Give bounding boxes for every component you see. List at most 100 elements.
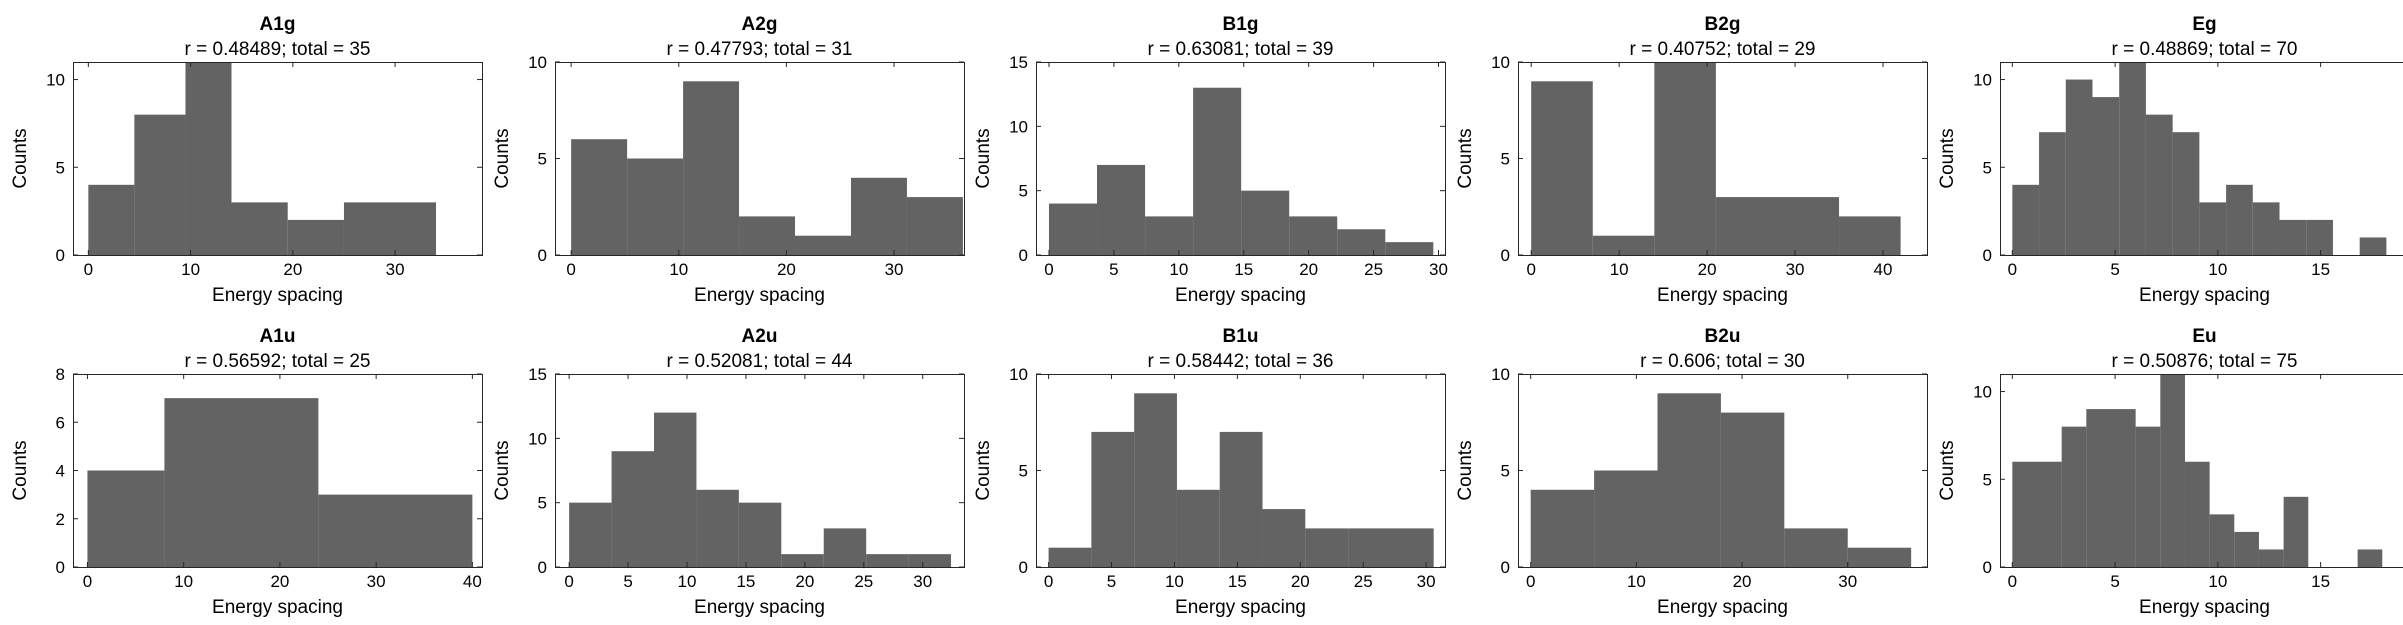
x-tick-label: 15 <box>1228 572 1247 591</box>
x-tick-label: 0 <box>566 260 575 279</box>
y-axis-label: Counts <box>1455 440 1476 500</box>
histogram-bar <box>185 62 232 255</box>
histogram-bar <box>1241 190 1290 255</box>
y-tick-label: 0 <box>1019 558 1028 577</box>
x-tick-label: 40 <box>463 572 482 591</box>
panel-title: Eu <box>2192 326 2216 347</box>
y-tick-label: 0 <box>1019 246 1028 265</box>
histogram-panel: 0 10 20 30 40 0 5 10 B2g r = 0.40752; total = 29 E… <box>1455 14 1928 306</box>
histogram-bar <box>2184 461 2210 567</box>
panel-subtitle: r = 0.63081; total = 39 <box>1148 39 1334 60</box>
histogram-bar <box>2252 202 2280 255</box>
x-tick-label: 0 <box>2008 260 2017 279</box>
x-tick-label: 15 <box>2311 572 2330 591</box>
x-tick-label: 0 <box>84 260 93 279</box>
histogram-bar <box>1530 489 1595 567</box>
x-tick-label: 25 <box>1364 260 1383 279</box>
histogram-bar <box>1657 393 1721 567</box>
y-tick-label: 5 <box>538 150 547 169</box>
y-tick-label: 4 <box>56 462 65 481</box>
y-axis-label: Counts <box>492 128 513 188</box>
panel-title: A1g <box>260 14 296 35</box>
x-tick-label: 30 <box>386 260 405 279</box>
histogram-bar <box>2012 461 2037 567</box>
histogram-bar <box>1592 235 1655 255</box>
y-tick-label: 0 <box>538 558 547 577</box>
panel-title: B2u <box>1705 326 1741 347</box>
histogram-bar <box>627 158 684 255</box>
y-tick-label: 5 <box>1019 182 1028 201</box>
histogram-bar <box>1784 528 1848 567</box>
panel-subtitle: r = 0.58442; total = 36 <box>1148 351 1334 372</box>
histogram-bar <box>2258 549 2284 567</box>
histogram-bar <box>569 502 612 567</box>
axes-frame <box>2000 374 2403 568</box>
x-axis-label: Energy spacing <box>1657 285 1788 306</box>
histogram-bar <box>683 81 740 255</box>
histogram-panel: 0 5 10 15 20 25 30 0 5 10 15 A2u r = 0.52081; total … <box>492 326 965 618</box>
panel-title: A1u <box>260 326 296 347</box>
x-tick-label: 30 <box>1838 572 1857 591</box>
histogram-bar <box>611 451 655 567</box>
x-tick-label: 5 <box>1109 260 1118 279</box>
histogram-bar <box>343 202 436 255</box>
histogram-bar <box>738 502 782 567</box>
histogram-panel: 0 10 20 30 0 5 10 A2g r = 0.47793; total = 31 Ene… <box>492 14 965 306</box>
x-tick-label: 30 <box>1786 260 1805 279</box>
y-tick-label: 15 <box>1009 53 1028 72</box>
histogram-panel: 0 5 10 15 0 5 10 Eg r = 0.48869; total = 70 Energ… <box>1937 14 2403 306</box>
x-axis-label: Energy spacing <box>1657 597 1788 618</box>
x-tick-label: 10 <box>2208 260 2227 279</box>
histogram-bar <box>2110 409 2136 567</box>
x-tick-label: 5 <box>623 572 632 591</box>
x-axis-label: Energy spacing <box>694 597 825 618</box>
histogram-bar <box>571 139 628 255</box>
histogram-bar <box>1654 62 1716 255</box>
histogram-bar <box>1219 431 1263 567</box>
histogram-bar <box>87 470 165 567</box>
y-tick-label: 5 <box>56 158 65 177</box>
x-tick-label: 20 <box>1733 572 1752 591</box>
histogram-bar <box>2061 426 2087 567</box>
histogram-panel: 0 10 20 30 0 5 10 B2u r = 0.606; total = 30 Energ… <box>1455 326 1928 618</box>
y-tick-label: 5 <box>1983 158 1992 177</box>
x-axis-label: Energy spacing <box>1175 597 1306 618</box>
histogram-bar <box>823 528 867 567</box>
y-tick-label: 0 <box>56 558 65 577</box>
histogram-bar <box>2209 514 2235 567</box>
panel-title: B2g <box>1705 14 1741 35</box>
y-tick-label: 5 <box>1983 470 1992 489</box>
y-tick-label: 5 <box>1501 150 1510 169</box>
histogram-bar <box>2119 62 2146 255</box>
x-tick-label: 40 <box>1874 260 1893 279</box>
histogram-bar <box>795 235 851 255</box>
y-axis-label: Counts <box>973 128 994 188</box>
x-tick-label: 20 <box>1698 260 1717 279</box>
histogram-bar <box>696 489 739 567</box>
histogram-bar <box>2359 237 2387 255</box>
histogram-bar <box>2226 184 2253 255</box>
histogram-bar <box>1348 528 1434 567</box>
histogram-bar <box>2036 461 2062 567</box>
x-tick-label: 20 <box>1299 260 1318 279</box>
y-axis-label: Counts <box>1937 128 1958 188</box>
histogram-panel: 0 10 20 30 40 0 2 4 6 8 A1u r = 0.56592; total = 25… <box>10 326 483 618</box>
histogram-bar <box>2234 531 2259 567</box>
x-tick-label: 0 <box>1526 260 1535 279</box>
x-tick-label: 10 <box>174 572 193 591</box>
axes-frame <box>2000 62 2403 256</box>
panel-title: B1u <box>1223 326 1259 347</box>
histogram-bar <box>1337 229 1386 255</box>
y-tick-label: 10 <box>1491 53 1510 72</box>
x-tick-label: 20 <box>777 260 796 279</box>
panel-subtitle: r = 0.56592; total = 25 <box>185 351 371 372</box>
x-tick-label: 0 <box>1044 260 1053 279</box>
histogram-bar <box>2086 409 2111 567</box>
panel-subtitle: r = 0.606; total = 30 <box>1640 351 1805 372</box>
histogram-bar <box>1715 197 1840 255</box>
panel-subtitle: r = 0.40752; total = 29 <box>1630 39 1816 60</box>
y-tick-label: 8 <box>56 365 65 384</box>
x-axis-label: Energy spacing <box>694 285 825 306</box>
x-axis-label: Energy spacing <box>1175 285 1306 306</box>
